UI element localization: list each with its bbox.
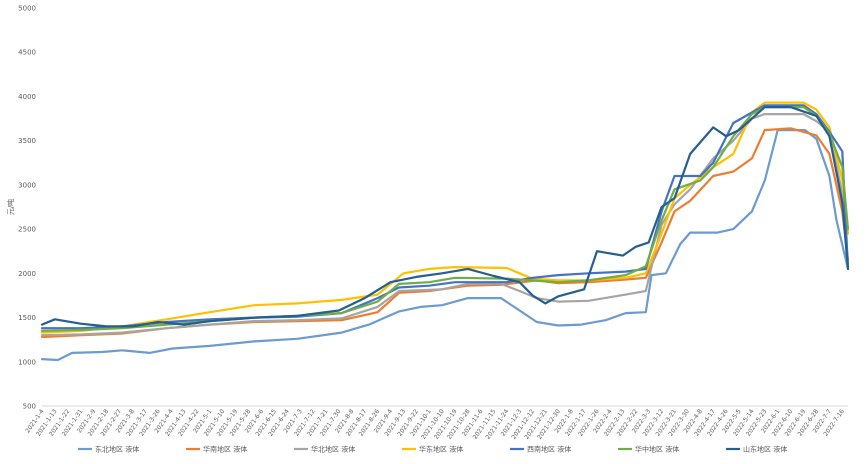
y-tick-label: 4500 xyxy=(18,49,36,57)
y-tick-label: 3000 xyxy=(18,181,36,189)
legend-label-4: 华东地区 液体 xyxy=(419,445,463,454)
series-lines xyxy=(40,101,850,362)
y-tick-labels: 500 1000 1500 2000 2500 3000 3500 4000 4500 5000 xyxy=(18,5,36,411)
series-line-5 xyxy=(40,104,850,330)
legend-label-6: 华中地区 液体 xyxy=(635,445,679,454)
legend-label-2: 华南地区 液体 xyxy=(203,445,247,454)
y-tick-label: 1000 xyxy=(18,358,36,366)
legend-label-7: 山东地区 液体 xyxy=(743,445,787,454)
legend-label-3: 华北地区 液体 xyxy=(311,445,355,454)
y-tick-label: 500 xyxy=(23,403,36,411)
x-tick-labels: 2021-1-42021-1-132021-1-222021-1-312021-… xyxy=(24,408,846,441)
series-line-4 xyxy=(40,101,850,334)
legend: 东北地区 液体 华南地区 液体 华北地区 液体 华东地区 液体 西南地区 液体 华中地区 … xyxy=(78,445,787,454)
legend-label-1: 东北地区 液体 xyxy=(95,445,139,454)
series-line-2 xyxy=(40,127,850,339)
series-line-3 xyxy=(40,112,850,337)
y-axis-label: 元/吨 xyxy=(6,199,15,215)
y-tick-label: 4000 xyxy=(18,93,36,101)
legend-label-5: 西南地区 液体 xyxy=(527,445,571,454)
y-tick-label: 1500 xyxy=(18,314,36,322)
series-line-1 xyxy=(40,129,850,362)
y-tick-label: 2500 xyxy=(18,226,36,234)
y-tick-label: 3500 xyxy=(18,137,36,145)
series-line-7 xyxy=(40,105,850,328)
y-axis-label-group: 元/吨 xyxy=(6,199,15,215)
y-tick-label: 2000 xyxy=(18,270,36,278)
series-line-6 xyxy=(40,105,850,332)
y-tick-label: 5000 xyxy=(18,5,36,13)
